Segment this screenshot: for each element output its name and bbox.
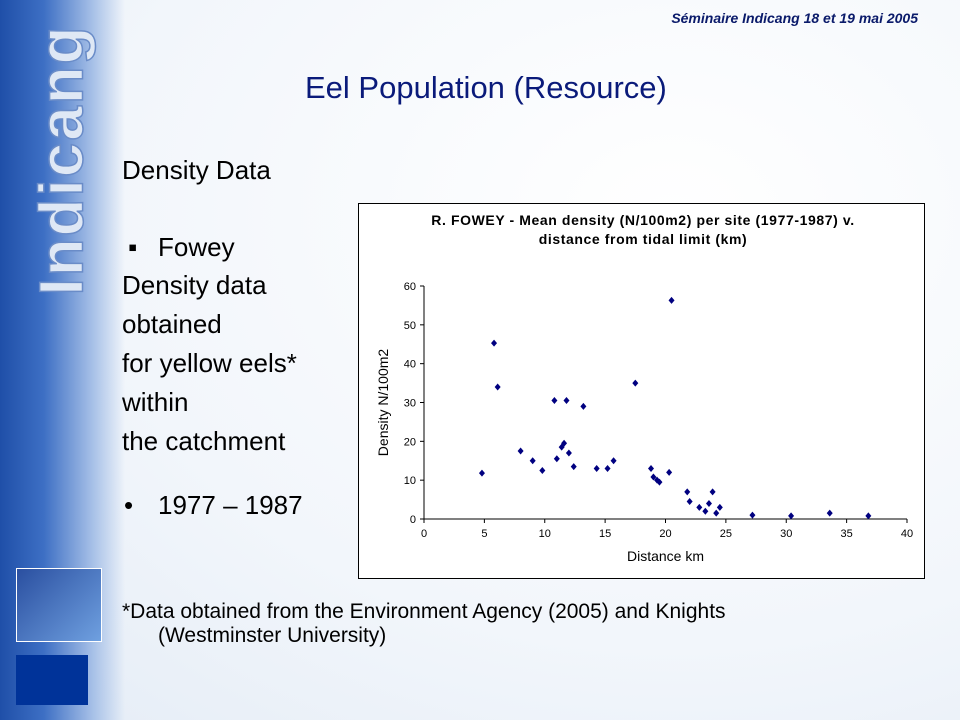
y-tick-label: 60	[404, 281, 416, 293]
x-tick-label: 10	[539, 528, 551, 540]
x-tick-label: 5	[481, 528, 487, 540]
chart: R. FOWEY - Mean density (N/100m2) per si…	[358, 203, 925, 579]
point	[478, 469, 485, 477]
point	[570, 463, 577, 471]
point	[580, 402, 587, 410]
point	[684, 488, 691, 496]
point	[539, 466, 546, 474]
point	[517, 447, 524, 455]
eu-flag	[16, 655, 88, 705]
point	[558, 443, 565, 451]
slide-title: Eel Population (Resource)	[305, 70, 667, 105]
chart-title: R. FOWEY - Mean density (N/100m2) per si…	[431, 212, 855, 247]
x-tick-label: 15	[599, 528, 611, 540]
point	[716, 503, 723, 511]
point	[686, 498, 693, 506]
body-line: the catchment	[122, 426, 286, 456]
x-tick-label: 30	[780, 528, 792, 540]
bullet: Fowey	[158, 232, 235, 262]
point	[561, 439, 568, 447]
point	[593, 465, 600, 473]
subtitle: Density Data	[122, 155, 271, 185]
bullet-marker: •	[124, 490, 134, 520]
point	[632, 379, 639, 387]
y-tick-label: 10	[404, 475, 416, 487]
point	[604, 465, 611, 473]
brand: Indicang	[27, 24, 98, 296]
chart-title-box: R. FOWEY - Mean density (N/100m2) per si…	[431, 212, 855, 247]
point	[610, 457, 617, 465]
point	[491, 339, 498, 347]
point	[788, 512, 795, 520]
y-tick-label: 40	[404, 359, 416, 371]
point	[668, 296, 675, 304]
body-line: obtained	[122, 309, 222, 339]
x-tick-label: 20	[659, 528, 671, 540]
footnote-line: *Data obtained from the Environment Agen…	[122, 600, 726, 623]
body-line: for yellow eels*	[122, 348, 297, 378]
footnote: *Data obtained from the Environment Agen…	[122, 600, 726, 648]
point	[666, 468, 673, 476]
footnote-line: (Westminster University)	[158, 624, 387, 647]
x-axis-label: Distance km	[627, 548, 704, 564]
y-tick-label: 20	[404, 436, 416, 448]
point	[553, 455, 560, 463]
point	[705, 499, 712, 507]
point	[551, 397, 558, 405]
point	[713, 509, 720, 517]
body-line: within	[122, 387, 189, 417]
header: Séminaire Indicang 18 et 19 mai 2005	[671, 10, 918, 26]
x-tick-label: 35	[841, 528, 853, 540]
y-axis-label: Density N/100m2	[375, 349, 391, 457]
point	[826, 509, 833, 517]
x-tick-label: 0	[421, 528, 427, 540]
y-tick-label: 0	[410, 514, 416, 526]
point	[656, 478, 663, 486]
bullet-marker: ▪	[128, 232, 138, 262]
point	[565, 449, 572, 457]
y-tick-label: 50	[404, 320, 416, 332]
point	[563, 397, 570, 405]
point	[749, 511, 756, 519]
body-line: Density data	[122, 270, 267, 300]
point	[709, 488, 716, 496]
interreg-logo	[16, 568, 102, 642]
point	[494, 383, 501, 391]
point	[696, 503, 703, 511]
x-tick-label: 40	[901, 528, 913, 540]
y-tick-label: 30	[404, 398, 416, 410]
x-tick-label: 25	[720, 528, 732, 540]
point	[650, 473, 657, 481]
point	[529, 457, 536, 465]
point	[702, 507, 709, 515]
point	[648, 465, 655, 473]
point	[865, 512, 872, 520]
bullet: 1977 – 1987	[158, 490, 303, 520]
